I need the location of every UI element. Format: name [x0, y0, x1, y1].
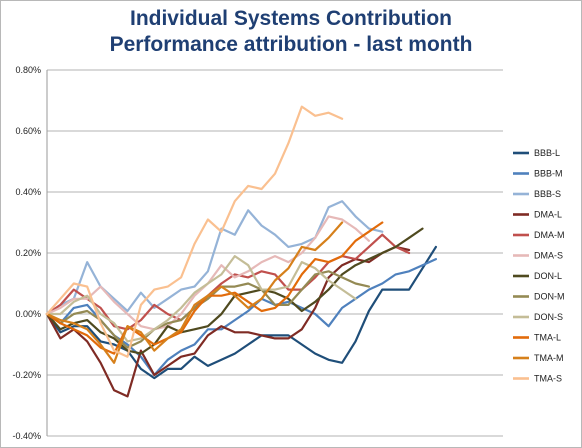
legend-label: DON-M	[534, 292, 565, 302]
legend-label: TMA-M	[534, 353, 564, 363]
y-tick-label: 0.00%	[15, 309, 41, 319]
series-line-tma-s	[45, 105, 344, 358]
legend-label: DMA-S	[534, 251, 563, 261]
legend-label: BBB-L	[534, 148, 560, 158]
series-line-dma-m	[45, 233, 411, 331]
y-tick-label: 0.80%	[15, 65, 41, 75]
legend-label: DMA-M	[534, 230, 565, 240]
y-tick-label: -0.20%	[12, 370, 41, 380]
legend-label: DON-L	[534, 271, 562, 281]
y-tick-label: -0.40%	[12, 431, 41, 441]
legend-label: DON-S	[534, 312, 563, 322]
y-tick-label: 0.20%	[15, 248, 41, 258]
chart-subtitle: Performance attribution - last month	[109, 33, 473, 56]
y-tick-label: 0.60%	[15, 126, 41, 136]
series-line-tma-l	[45, 221, 384, 355]
y-tick-label: 0.40%	[15, 187, 41, 197]
series-line-tma-m	[45, 221, 344, 364]
chart-title: Individual Systems Contribution	[129, 7, 453, 30]
legend-label: BBB-M	[534, 169, 563, 179]
legend-label: TMA-S	[534, 374, 562, 384]
legend-label: TMA-L	[534, 333, 561, 343]
legend-label: DMA-L	[534, 210, 562, 220]
series-line-don-s	[45, 255, 357, 343]
series-line-dma-l	[45, 245, 411, 398]
legend-label: BBB-S	[534, 189, 561, 199]
chart-title-block: Individual Systems Contribution Performa…	[0, 6, 582, 58]
